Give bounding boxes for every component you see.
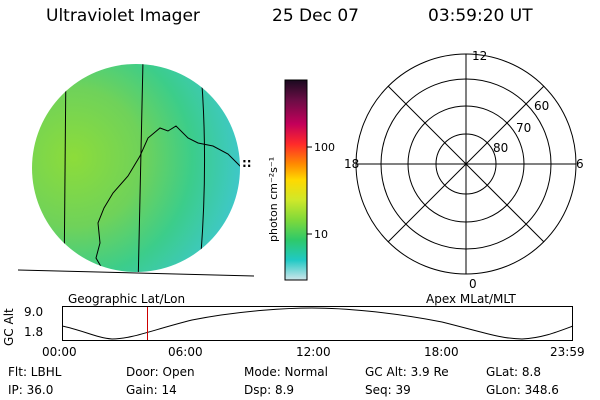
dsp-info: Dsp: 8.9 (244, 383, 295, 397)
coastline (95, 125, 240, 271)
lat-label-80: 80 (493, 141, 508, 155)
altitude-axis-label: GC Alt (2, 308, 16, 346)
time-tick: 00:00 (42, 345, 77, 359)
mode-info: Mode: Normal (244, 365, 328, 379)
earth-disk (32, 64, 240, 272)
apex-label: Apex MLat/MLT (426, 292, 516, 306)
altitude-axis-label-wrap: GC Alt (2, 306, 16, 346)
time-tick: 06:00 (168, 345, 203, 359)
instrument-title: Ultraviolet Imager (46, 6, 200, 26)
geographic-label: Geographic Lat/Lon (68, 292, 186, 306)
colorbar-tick-label: 10 (314, 228, 328, 241)
longitude-line (137, 64, 144, 272)
colorbar-unit-label: photon cm⁻²s⁻¹ (267, 157, 280, 242)
lat-label-70: 70 (516, 121, 531, 135)
gain-info: Gain: 14 (126, 383, 177, 397)
altitude-plot (62, 306, 574, 341)
mlt-label-6: 6 (576, 157, 584, 171)
mlt-label-12: 12 (472, 49, 487, 63)
time-label: 03:59:20 UT (428, 6, 533, 26)
side-marks: :: (242, 156, 252, 170)
altitude-curve (62, 307, 574, 340)
time-tick: 23:59 (550, 345, 585, 359)
mlt-line (387, 85, 545, 243)
time-tick: 18:00 (424, 345, 459, 359)
lat-label-60: 60 (534, 99, 549, 113)
latitude-line (18, 269, 254, 277)
ip-info: IP: 36.0 (8, 383, 54, 397)
glat-info: GLat: 8.8 (486, 365, 541, 379)
colorbar: 100 10 photon cm⁻²s⁻¹ (267, 79, 335, 281)
polar-grid: 12 18 6 0 60 70 80 (344, 49, 584, 290)
colorbar-tick-label: 100 (314, 141, 335, 154)
filter-info: Flt: LBHL (8, 365, 62, 379)
auroral-image (18, 64, 254, 277)
altitude-frame (62, 306, 573, 341)
altitude-tick-1-8: 1.8 (24, 325, 44, 339)
mlt-label-0: 0 (469, 277, 477, 290)
gc-alt-info: GC Alt: 3.9 Re (365, 365, 449, 379)
date-label: 25 Dec 07 (272, 6, 359, 26)
altitude-tick-9: 9.0 (24, 305, 44, 319)
mlt-label-18: 18 (344, 157, 359, 171)
glon-info: GLon: 348.6 (486, 383, 559, 397)
seq-info: Seq: 39 (365, 383, 411, 397)
door-info: Door: Open (126, 365, 195, 379)
time-tick: 12:00 (296, 345, 331, 359)
colorbar-scale (284, 79, 308, 281)
